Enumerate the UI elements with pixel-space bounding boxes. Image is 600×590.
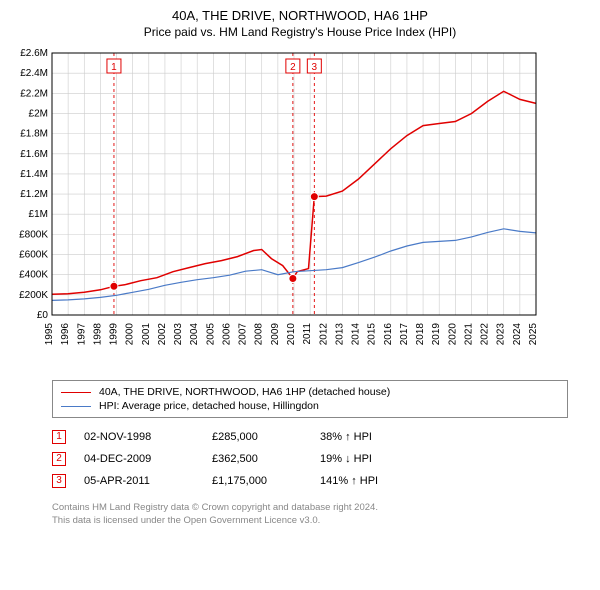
svg-text:3: 3 bbox=[312, 62, 318, 73]
svg-text:£800K: £800K bbox=[19, 229, 48, 240]
legend-item: 40A, THE DRIVE, NORTHWOOD, HA6 1HP (deta… bbox=[61, 385, 559, 399]
svg-text:1995: 1995 bbox=[44, 323, 55, 346]
footer-attribution: Contains HM Land Registry data © Crown c… bbox=[52, 502, 568, 528]
svg-text:£2M: £2M bbox=[29, 108, 48, 119]
price-chart: £0 £200K £400K £600K £800K £1M £1.2M £1.4M £1.6M… bbox=[8, 47, 592, 372]
svg-text:1: 1 bbox=[111, 62, 117, 73]
svg-text:2007: 2007 bbox=[238, 323, 249, 346]
svg-text:£1.8M: £1.8M bbox=[20, 129, 48, 140]
svg-text:2001: 2001 bbox=[141, 323, 152, 346]
svg-text:2014: 2014 bbox=[351, 323, 362, 346]
svg-text:2015: 2015 bbox=[367, 323, 378, 346]
legend-label: HPI: Average price, detached house, Hill… bbox=[99, 400, 319, 412]
svg-text:2006: 2006 bbox=[221, 323, 232, 346]
svg-text:1999: 1999 bbox=[109, 323, 120, 346]
svg-text:2022: 2022 bbox=[480, 323, 491, 346]
sale-price: £285,000 bbox=[212, 431, 302, 443]
svg-text:2008: 2008 bbox=[254, 323, 265, 346]
svg-text:2011: 2011 bbox=[302, 323, 313, 345]
sale-delta: 19% ↓ HPI bbox=[320, 453, 430, 465]
svg-text:2003: 2003 bbox=[173, 323, 184, 346]
legend: 40A, THE DRIVE, NORTHWOOD, HA6 1HP (deta… bbox=[52, 380, 568, 418]
legend-swatch bbox=[61, 392, 91, 393]
legend-item: HPI: Average price, detached house, Hill… bbox=[61, 399, 559, 413]
svg-text:2016: 2016 bbox=[383, 323, 394, 346]
chart-svg: £0 £200K £400K £600K £800K £1M £1.2M £1.4M £1.6M… bbox=[8, 47, 548, 367]
svg-text:2019: 2019 bbox=[431, 323, 442, 346]
svg-text:£600K: £600K bbox=[19, 250, 48, 261]
sale-row: 1 02-NOV-1998 £285,000 38% ↑ HPI bbox=[52, 426, 568, 448]
svg-text:2010: 2010 bbox=[286, 323, 297, 346]
svg-text:£2.2M: £2.2M bbox=[20, 88, 48, 99]
sale-marker-box: 3 bbox=[52, 474, 66, 488]
footer-line2: This data is licensed under the Open Gov… bbox=[52, 515, 568, 528]
svg-text:£2.4M: £2.4M bbox=[20, 68, 48, 79]
svg-text:1997: 1997 bbox=[76, 323, 87, 346]
svg-text:1998: 1998 bbox=[92, 323, 103, 346]
sale-price: £1,175,000 bbox=[212, 475, 302, 487]
svg-text:2020: 2020 bbox=[447, 323, 458, 346]
svg-text:2025: 2025 bbox=[528, 323, 539, 346]
legend-swatch bbox=[61, 406, 91, 407]
sale-delta: 141% ↑ HPI bbox=[320, 475, 430, 487]
sale-date: 04-DEC-2009 bbox=[84, 453, 194, 465]
svg-text:2021: 2021 bbox=[463, 323, 474, 346]
svg-text:2013: 2013 bbox=[334, 323, 345, 346]
page-subtitle: Price paid vs. HM Land Registry's House … bbox=[8, 25, 592, 39]
svg-text:£0: £0 bbox=[37, 310, 49, 321]
sale-row: 2 04-DEC-2009 £362,500 19% ↓ HPI bbox=[52, 448, 568, 470]
svg-text:2024: 2024 bbox=[512, 323, 523, 346]
svg-text:2017: 2017 bbox=[399, 323, 410, 346]
svg-text:£400K: £400K bbox=[19, 270, 48, 281]
svg-text:1996: 1996 bbox=[60, 323, 71, 346]
sale-date: 05-APR-2011 bbox=[84, 475, 194, 487]
footer-line1: Contains HM Land Registry data © Crown c… bbox=[52, 502, 568, 515]
sale-date: 02-NOV-1998 bbox=[84, 431, 194, 443]
svg-text:2002: 2002 bbox=[157, 323, 168, 346]
sale-row: 3 05-APR-2011 £1,175,000 141% ↑ HPI bbox=[52, 470, 568, 492]
svg-text:£1.2M: £1.2M bbox=[20, 189, 48, 200]
svg-text:2012: 2012 bbox=[318, 323, 329, 346]
svg-text:£1M: £1M bbox=[29, 209, 48, 220]
svg-text:2005: 2005 bbox=[205, 323, 216, 346]
page-title: 40A, THE DRIVE, NORTHWOOD, HA6 1HP bbox=[8, 8, 592, 23]
svg-text:2004: 2004 bbox=[189, 323, 200, 346]
svg-text:2: 2 bbox=[290, 62, 296, 73]
sale-marker-box: 2 bbox=[52, 452, 66, 466]
sales-table: 1 02-NOV-1998 £285,000 38% ↑ HPI 2 04-DEC-200… bbox=[52, 426, 568, 492]
svg-text:2023: 2023 bbox=[496, 323, 507, 346]
sale-marker-box: 1 bbox=[52, 430, 66, 444]
sale-price: £362,500 bbox=[212, 453, 302, 465]
svg-text:£1.4M: £1.4M bbox=[20, 169, 48, 180]
svg-text:2009: 2009 bbox=[270, 323, 281, 346]
legend-label: 40A, THE DRIVE, NORTHWOOD, HA6 1HP (deta… bbox=[99, 386, 390, 398]
svg-text:£1.6M: £1.6M bbox=[20, 149, 48, 160]
svg-text:£2.6M: £2.6M bbox=[20, 48, 48, 59]
svg-text:2000: 2000 bbox=[125, 323, 136, 346]
svg-text:2018: 2018 bbox=[415, 323, 426, 346]
svg-text:£200K: £200K bbox=[19, 290, 48, 301]
sale-delta: 38% ↑ HPI bbox=[320, 431, 430, 443]
